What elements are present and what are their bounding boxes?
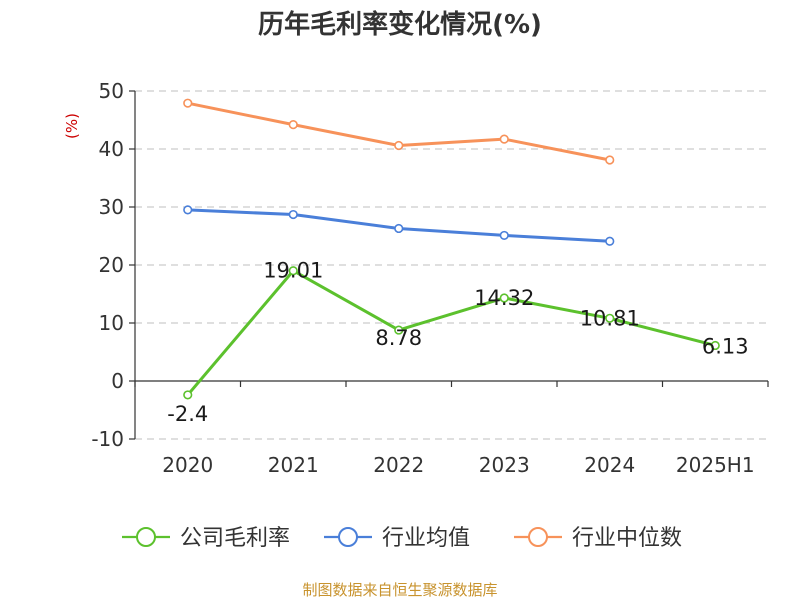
legend-marker-icon xyxy=(528,527,548,547)
data-point[interactable] xyxy=(183,390,193,400)
x-tick-label: 2021 xyxy=(268,453,319,477)
x-tick-label: 2022 xyxy=(373,453,424,477)
y-tick-label: 30 xyxy=(99,195,124,219)
data-point[interactable] xyxy=(605,155,615,165)
legend-label: 行业均值 xyxy=(382,526,470,551)
data-label: 14.32 xyxy=(474,286,534,310)
legend-label: 公司毛利率 xyxy=(180,526,290,551)
data-point[interactable] xyxy=(183,98,193,108)
legend-marker-icon xyxy=(136,527,156,547)
chart-title: 历年毛利率变化情况(%) xyxy=(258,9,542,40)
legend-item[interactable]: 行业均值 xyxy=(324,526,470,551)
legend-item[interactable]: 公司毛利率 xyxy=(122,526,290,551)
legend-item[interactable]: 行业中位数 xyxy=(514,526,682,551)
data-point[interactable] xyxy=(288,266,298,276)
data-point[interactable] xyxy=(499,134,509,144)
series-line xyxy=(187,101,611,162)
data-point[interactable] xyxy=(288,120,298,130)
source-note: 制图数据来自恒生聚源数据库 xyxy=(302,581,497,599)
y-tick-label: 50 xyxy=(99,79,124,103)
y-tick-label: 0 xyxy=(111,369,124,393)
legend-label: 行业中位数 xyxy=(572,526,682,551)
y-tick-label: 10 xyxy=(99,311,124,335)
series-0 xyxy=(183,266,720,400)
data-label: -2.4 xyxy=(167,402,208,426)
data-point[interactable] xyxy=(605,236,615,246)
grid-lines xyxy=(135,90,768,440)
data-label: 8.78 xyxy=(375,326,422,350)
data-point[interactable] xyxy=(605,313,615,323)
data-point[interactable] xyxy=(710,340,720,351)
data-point[interactable] xyxy=(499,230,509,241)
series-2 xyxy=(183,98,615,165)
data-label: 19.01 xyxy=(263,259,323,283)
series-1 xyxy=(183,205,615,246)
x-tick-label: 2024 xyxy=(584,453,635,477)
data-label: 6.13 xyxy=(702,334,749,358)
y-tick-label: 20 xyxy=(99,253,124,277)
y-tick-label: 40 xyxy=(99,137,124,161)
data-label: 10.81 xyxy=(580,306,640,330)
data-point[interactable] xyxy=(183,205,193,215)
x-tick-label: 2020 xyxy=(162,453,213,477)
x-tick-label: 2023 xyxy=(479,453,530,477)
y-axis-label: (%) xyxy=(63,113,81,139)
data-point[interactable] xyxy=(288,209,298,220)
x-tick-label: 2025H1 xyxy=(676,453,755,477)
y-tick-label: -10 xyxy=(91,427,124,451)
legend-marker-icon xyxy=(338,527,358,547)
legend[interactable]: 公司毛利率 行业均值 行业中位数 xyxy=(122,526,682,551)
data-point[interactable] xyxy=(394,140,404,151)
data-point[interactable] xyxy=(499,293,509,303)
series-layer xyxy=(183,98,720,400)
axes: -10 0 10 20 30 40 50 2020 2021 2022 2023 2024 2025H1 xyxy=(91,79,769,477)
data-labels: -2.4 19.01 8.78 14.32 10.81 6.13 xyxy=(167,259,748,426)
data-point[interactable] xyxy=(394,325,404,335)
series-line xyxy=(186,269,716,396)
data-point[interactable] xyxy=(394,223,404,234)
